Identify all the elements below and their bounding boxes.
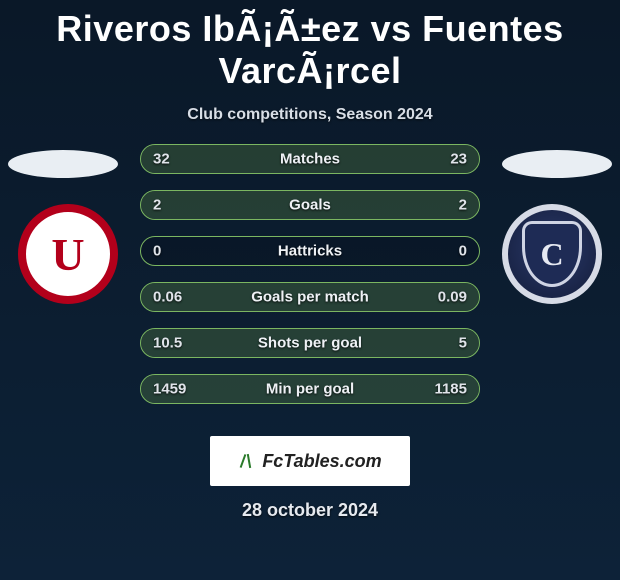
badge-letter-left: U — [51, 228, 84, 281]
stat-value-left: 32 — [153, 151, 170, 168]
stat-value-left: 10.5 — [153, 335, 182, 352]
subtitle: Club competitions, Season 2024 — [0, 106, 620, 124]
team-badge-right: C — [502, 204, 602, 304]
stat-value-right: 1185 — [434, 381, 467, 398]
stat-value-right: 2 — [459, 197, 467, 214]
stat-fill-left — [141, 191, 310, 219]
stat-value-right: 5 — [459, 335, 467, 352]
stat-bar: 1459 Min per goal 1185 — [140, 374, 480, 404]
page-title: Riveros IbÃ¡Ã±ez vs Fuentes VarcÃ¡rcel — [0, 0, 620, 92]
stat-label: Min per goal — [266, 381, 354, 398]
fctables-logo-icon — [238, 452, 256, 470]
stat-bar: 0.06 Goals per match 0.09 — [140, 282, 480, 312]
stat-value-left: 0.06 — [153, 289, 182, 306]
stat-value-right: 0 — [459, 243, 467, 260]
badge-universitario: U — [18, 204, 118, 304]
stat-value-left: 0 — [153, 243, 161, 260]
watermark-text: FcTables.com — [262, 451, 381, 472]
stat-bar: 10.5 Shots per goal 5 — [140, 328, 480, 358]
stat-bar: 0 Hattricks 0 — [140, 236, 480, 266]
comparison-arena: U C 32 Matches 23 2 Goals 2 0 Hattricks 0 0.06 Goa… — [0, 144, 620, 424]
stat-bars: 32 Matches 23 2 Goals 2 0 Hattricks 0 0.06 Goals p… — [140, 144, 480, 420]
stat-label: Hattricks — [278, 243, 342, 260]
stat-label: Shots per goal — [258, 335, 362, 352]
stat-fill-right — [310, 191, 479, 219]
player-head-left — [8, 150, 118, 178]
badge-cienciano: C — [502, 204, 602, 304]
stat-label: Goals per match — [251, 289, 369, 306]
stat-value-right: 0.09 — [438, 289, 467, 306]
stat-label: Matches — [280, 151, 340, 168]
stat-label: Goals — [289, 197, 331, 214]
badge-letter-right: C — [540, 236, 563, 273]
team-badge-left: U — [18, 204, 118, 304]
stat-bar: 32 Matches 23 — [140, 144, 480, 174]
player-head-right — [502, 150, 612, 178]
stat-bar: 2 Goals 2 — [140, 190, 480, 220]
date-text: 28 october 2024 — [0, 500, 620, 521]
stat-value-left: 2 — [153, 197, 161, 214]
badge-shield: C — [522, 221, 582, 287]
stat-value-left: 1459 — [153, 381, 186, 398]
stat-value-right: 23 — [450, 151, 467, 168]
watermark: FcTables.com — [210, 436, 410, 486]
